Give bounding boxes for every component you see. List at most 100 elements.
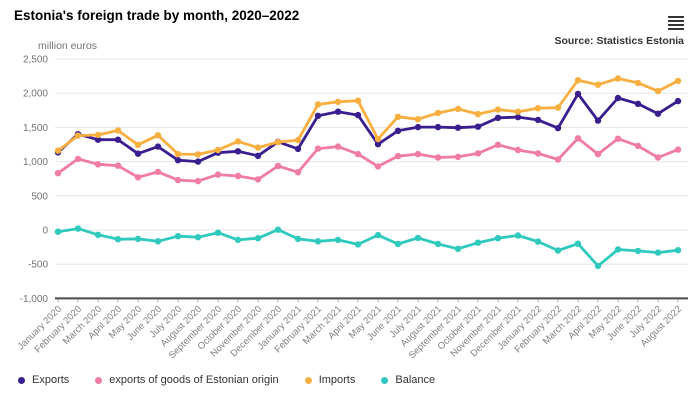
data-point[interactable] [174,150,182,158]
data-point[interactable] [194,177,202,185]
data-point[interactable] [194,158,202,165]
data-point[interactable] [454,153,462,160]
data-point[interactable] [154,132,162,139]
data-point[interactable] [634,247,642,255]
data-point[interactable] [534,238,542,245]
data-point[interactable] [534,116,542,124]
data-point[interactable] [514,232,522,239]
data-point[interactable] [74,132,82,139]
data-point[interactable] [414,116,422,123]
data-point[interactable] [174,233,182,240]
data-point[interactable] [394,113,402,121]
data-point[interactable] [514,146,522,154]
data-point[interactable] [654,87,662,95]
data-point[interactable] [94,161,102,168]
data-point[interactable] [74,155,82,163]
data-point[interactable] [294,145,302,153]
data-point[interactable] [154,143,162,150]
data-point[interactable] [234,138,242,145]
data-point[interactable] [374,141,382,148]
data-point[interactable] [594,117,602,124]
data-point[interactable] [574,77,582,84]
data-point[interactable] [514,108,522,115]
data-point[interactable] [614,94,622,102]
data-point[interactable] [354,241,362,248]
data-point[interactable] [474,150,482,157]
data-point[interactable] [194,151,202,158]
data-point[interactable] [394,152,402,160]
data-point[interactable] [614,135,622,142]
data-point[interactable] [614,246,622,253]
data-point[interactable] [94,231,102,238]
data-point[interactable] [394,127,402,134]
data-point[interactable] [54,147,62,154]
data-point[interactable] [534,150,542,157]
data-point[interactable] [614,75,622,82]
data-point[interactable] [254,144,262,151]
data-point[interactable] [194,234,202,241]
data-point[interactable] [154,238,162,245]
data-point[interactable] [674,146,682,153]
data-point[interactable] [114,127,122,134]
data-point[interactable] [174,157,182,164]
data-point[interactable] [594,262,602,270]
data-point[interactable] [274,138,282,146]
data-point[interactable] [374,163,382,170]
data-point[interactable] [534,105,542,112]
data-point[interactable] [374,231,382,239]
data-point[interactable] [74,225,82,232]
data-point[interactable] [654,110,662,117]
data-point[interactable] [434,154,442,161]
data-point[interactable] [494,235,502,242]
data-point[interactable] [554,156,562,163]
data-point[interactable] [214,229,222,236]
data-point[interactable] [334,143,342,150]
data-point[interactable] [54,228,62,235]
data-point[interactable] [354,150,362,158]
data-point[interactable] [294,136,302,144]
data-point[interactable] [334,98,342,106]
data-point[interactable] [494,141,502,148]
data-point[interactable] [254,176,262,183]
data-point[interactable] [434,109,442,117]
data-point[interactable] [174,176,182,184]
data-point[interactable] [474,123,482,130]
data-point[interactable] [134,141,142,148]
data-point[interactable] [254,152,262,159]
data-point[interactable] [274,162,282,170]
data-point[interactable] [494,106,502,113]
data-point[interactable] [114,236,122,243]
data-point[interactable] [414,123,422,131]
data-point[interactable] [474,239,482,246]
data-point[interactable] [54,170,62,177]
data-point[interactable] [554,104,562,111]
data-point[interactable] [314,238,322,245]
data-point[interactable] [294,169,302,176]
data-point[interactable] [94,136,102,143]
data-point[interactable] [314,145,322,152]
data-point[interactable] [214,171,222,178]
data-point[interactable] [554,124,562,132]
data-point[interactable] [314,101,322,108]
data-point[interactable] [574,90,582,98]
data-point[interactable] [574,135,582,142]
data-point[interactable] [674,97,682,105]
data-point[interactable] [494,114,502,122]
data-point[interactable] [634,142,642,150]
data-point[interactable] [374,135,382,143]
data-point[interactable] [594,81,602,88]
data-point[interactable] [474,110,482,118]
data-point[interactable] [234,236,242,244]
data-point[interactable] [354,111,362,119]
data-point[interactable] [454,105,462,113]
data-point[interactable] [314,112,322,120]
data-point[interactable] [454,124,462,131]
data-point[interactable] [134,174,142,181]
legend-item-imports[interactable]: Imports [304,374,355,386]
data-point[interactable] [234,172,242,180]
legend-item-exports-of-goods-of-estonian-origin[interactable]: exports of goods of Estonian origin [95,374,279,386]
data-point[interactable] [334,236,342,244]
data-point[interactable] [654,249,662,256]
data-point[interactable] [674,77,682,85]
data-point[interactable] [354,97,362,104]
